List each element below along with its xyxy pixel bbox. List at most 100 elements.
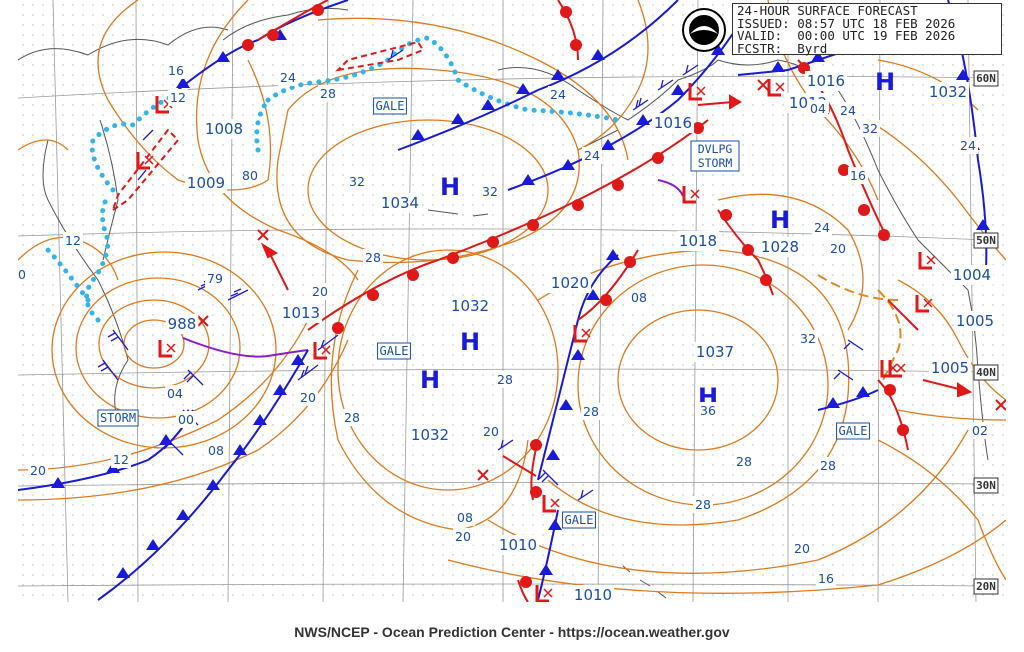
isobar-label: 28	[365, 250, 381, 265]
isobar-label: 08	[457, 510, 473, 525]
warm-front-semicircle	[652, 152, 664, 164]
motion-arrows	[260, 94, 973, 477]
low-pressure-value: 1009	[187, 174, 225, 192]
isobar-label: 80	[242, 168, 258, 183]
low-pressure-value: 988	[168, 315, 197, 333]
low-pressure-marker	[535, 585, 553, 602]
isobar-label: 12	[65, 233, 81, 248]
low-pressure-value-box	[202, 119, 246, 139]
high-pressure-value-box	[448, 296, 492, 316]
warm-front-semicircle	[878, 229, 890, 241]
warm-front-semicircle	[367, 289, 379, 301]
cold-front-triangle	[291, 354, 305, 365]
isobar-label-box	[168, 89, 188, 106]
isobar-label-box	[480, 183, 500, 200]
high-pressure-value: 1037	[696, 343, 734, 361]
low-pressure-value-box	[928, 358, 972, 378]
warm-front-semicircle	[858, 204, 870, 216]
cold-front-triangle	[451, 113, 465, 124]
isobar-label: 20	[483, 424, 499, 439]
isobar-label: 12	[170, 90, 186, 105]
isobar-label-box	[165, 385, 185, 402]
high-pressure-value-box	[693, 342, 737, 362]
product-header: 24-HOUR SURFACE FORECAST ISSUED: 08:57 U…	[732, 3, 1002, 55]
isobar-label: 32	[862, 121, 878, 136]
latitude-label-box	[973, 70, 999, 87]
isobar-label-box	[958, 137, 978, 154]
isobar-label: 28	[820, 458, 836, 473]
isobar-label: 00	[178, 412, 194, 427]
warning-label: DVLPG	[698, 142, 733, 156]
latitude-label: 20N	[976, 580, 996, 593]
isobar-label: 24	[960, 138, 976, 153]
low-pressure-value: 1004	[953, 266, 991, 284]
isobar-label-box	[816, 570, 836, 587]
warm-front-semicircle	[560, 6, 572, 18]
cold-front-triangle	[253, 414, 267, 425]
warm-front-semicircle	[332, 322, 344, 334]
cold-front-triangle	[591, 49, 605, 60]
isobar-label-box	[240, 167, 260, 184]
footer-credit: NWS/NCEP - Ocean Prediction Center - htt…	[294, 624, 730, 640]
low-pressure-value-box	[950, 265, 994, 285]
low-pressure-value: 1008	[205, 120, 243, 138]
warm-front-semicircle	[760, 274, 772, 286]
warm-front-semicircle	[692, 122, 704, 134]
isobar-label-box	[111, 451, 131, 468]
isobar-label-box	[363, 249, 383, 266]
cold-front-triangle	[559, 399, 573, 410]
low-pressure-marker	[880, 360, 898, 378]
isobar-label: 28	[320, 86, 336, 101]
cold-front-triangle	[811, 51, 825, 62]
isobar-label-box	[453, 528, 473, 545]
warning-label: GALE	[565, 513, 594, 527]
warm-front-semicircle	[720, 209, 732, 221]
isobar-label: 24	[280, 70, 296, 85]
warning-label-box	[836, 422, 870, 440]
cold-front-triangle	[411, 129, 425, 140]
warning-label: GALE	[839, 424, 868, 438]
high-pressure-value-box	[758, 237, 802, 257]
isobar-label-box	[318, 85, 338, 102]
cold-front-triangle	[521, 174, 535, 185]
low-pressure-value-box	[279, 303, 323, 323]
low-pressure-value-box	[548, 273, 592, 293]
isobar-label: 16	[818, 571, 834, 586]
isobar-label-box	[828, 240, 848, 257]
warning-box	[690, 140, 740, 172]
high-pressure-value: 1028	[761, 238, 799, 256]
isobar-label-box	[28, 462, 48, 479]
isobar-label: 04	[810, 101, 826, 116]
isobar-label: 16	[168, 63, 184, 78]
warm-front-semicircle	[572, 199, 584, 211]
latitude-label: 40N	[976, 366, 996, 379]
cold-front-triangle	[956, 69, 970, 80]
isobar-label: 08	[208, 443, 224, 458]
warning-label-box	[377, 342, 411, 360]
cold-front-triangle	[601, 139, 615, 150]
isobar-label: 20	[830, 241, 846, 256]
warm-front-semicircle	[312, 4, 324, 16]
high-pressure-marker: H	[460, 328, 480, 356]
cold-front-triangle	[539, 564, 553, 575]
isobar-label-box	[798, 330, 818, 347]
low-pressure-value-box	[184, 173, 228, 193]
isobar-label-box	[812, 219, 832, 236]
weather-map: H 1034 H 1032 H 1032 H 1037 H 1028 H 1032 1008 1009 98…	[18, 0, 1006, 602]
isobar-label-box	[629, 289, 649, 306]
low-pressure-marker	[918, 252, 936, 270]
low-pressure-value: 1010	[574, 586, 612, 602]
cold-front-triangle	[826, 397, 840, 408]
isobar-label: 24	[550, 87, 566, 102]
cold-front-triangle	[273, 384, 287, 395]
high-pressure-value: 1032	[451, 297, 489, 315]
low-pressure-value: 1016	[807, 72, 845, 90]
isobar-label-box	[548, 86, 568, 103]
latitude-label-box	[973, 364, 999, 381]
isobar-label: 79	[207, 271, 223, 286]
isobar-label-box	[18, 266, 28, 283]
isobar-label-box	[481, 423, 501, 440]
isobar-label-box	[860, 120, 880, 137]
isobar-label-box	[693, 496, 713, 513]
cold-front-triangle	[856, 386, 870, 397]
